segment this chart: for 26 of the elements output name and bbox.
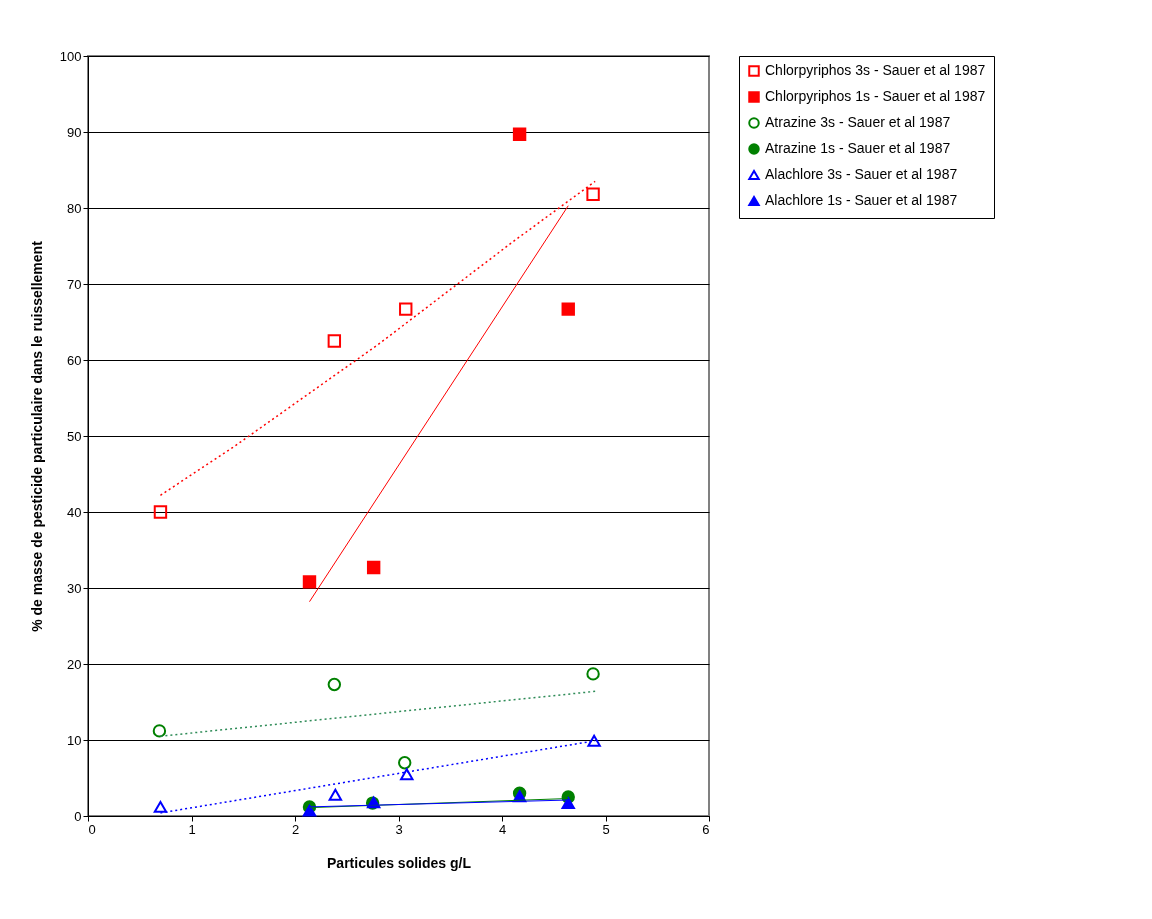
legend-label: Alachlore 1s - Sauer et al 1987 [765,192,958,208]
x-tick-label: 5 [602,821,610,837]
y-tick-label: 50 [67,428,82,444]
y-tick-label: 80 [67,200,82,216]
y-tick-label: 70 [67,276,82,292]
y-tick-label: 60 [67,352,82,368]
legend-label: Alachlore 3s - Sauer et al 1987 [765,166,958,182]
x-tick-label: 4 [498,821,507,837]
y-tick-label: 100 [59,48,82,64]
y-axis-title: % de masse de pesticide particulaire dans le ruissellement [28,240,45,632]
y-tick-label: 40 [67,504,82,520]
x-tick-label: 3 [395,821,403,837]
x-tick-label: 6 [702,821,710,837]
y-tick-label: 90 [67,124,82,140]
legend-label: Atrazine 3s - Sauer et al 1987 [765,114,951,130]
legend-label: Atrazine 1s - Sauer et al 1987 [765,140,951,156]
y-tick-label: 0 [74,808,82,824]
y-tick-label: 10 [67,732,82,748]
x-tick-label: 2 [291,821,300,837]
legend-label: Chlorpyriphos 3s - Sauer et al 1987 [765,62,986,78]
x-tick-label: 1 [188,821,196,837]
y-tick-label: 30 [67,580,82,596]
legend-label: Chlorpyriphos 1s - Sauer et al 1987 [765,88,986,104]
x-axis-title: Particules solides g/L [327,854,472,871]
x-tick-label: 0 [88,821,96,837]
y-tick-label: 20 [67,656,82,672]
